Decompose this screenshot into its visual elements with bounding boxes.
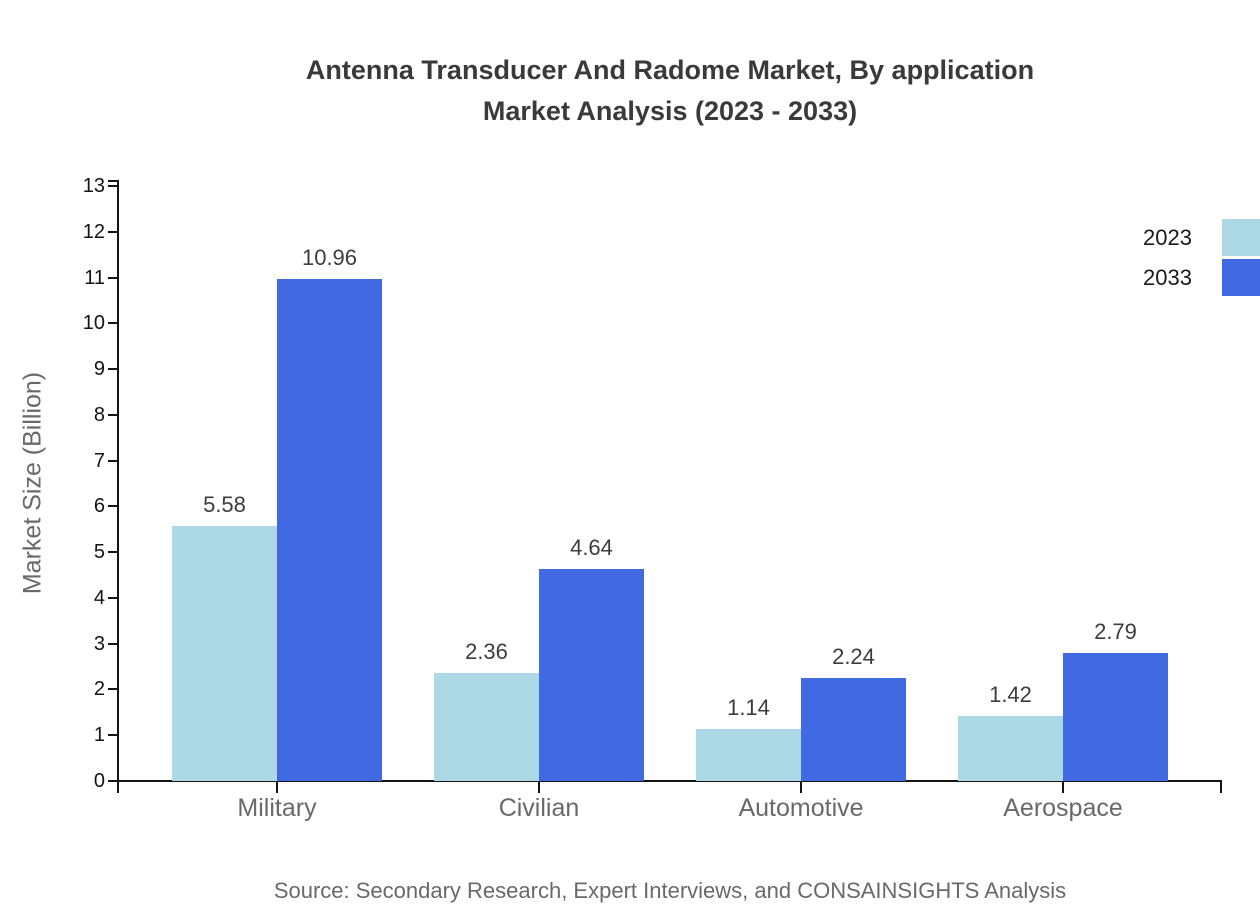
legend-item-2023: 2023 (1143, 219, 1260, 256)
y-tick-label: 3 (93, 632, 105, 655)
y-tick-label: 1 (93, 724, 105, 747)
bar-value-label: 1.14 (727, 695, 770, 720)
y-tick (108, 185, 118, 187)
chart-title-line1: Antenna Transducer And Radome Market, By… (305, 55, 1035, 85)
y-tick (108, 551, 118, 554)
bar-value-label: 10.96 (301, 245, 358, 270)
chart-title: Antenna Transducer And Radome Market, By… (80, 50, 1260, 132)
legend-label-2023: 2023 (1143, 224, 1192, 250)
y-tick-label: 7 (93, 449, 105, 472)
y-tick (108, 230, 118, 233)
chart-title-line2: Market Analysis (2023 - 2033) (482, 96, 858, 126)
y-tick-label: 0 (93, 770, 105, 792)
bar-2023-aerospace (958, 716, 1063, 781)
y-tick-label: 2 (93, 678, 105, 701)
y-tick-label: 11 (84, 266, 105, 289)
y-tick-label: 12 (82, 220, 105, 243)
bar-value-label: 1.42 (989, 682, 1032, 707)
legend-swatch-2033 (1222, 259, 1260, 296)
source-note: Source: Secondary Research, Expert Inter… (273, 878, 1067, 903)
bar-2023-civilian (434, 673, 539, 781)
x-category-label-military: Military (237, 794, 317, 822)
y-axis-label: Market Size (Billion) (18, 371, 47, 595)
y-tick (108, 688, 118, 691)
x-tick (538, 781, 540, 793)
y-tick-label: 6 (93, 495, 105, 518)
y-tick (108, 505, 118, 508)
legend-swatch-2023 (1222, 219, 1260, 256)
y-tick (108, 780, 118, 782)
y-tick-label: 4 (93, 586, 105, 609)
bar-value-label: 2.24 (832, 644, 875, 669)
y-tick (108, 734, 118, 737)
y-tick-label: 5 (93, 541, 105, 564)
y-tick (108, 596, 118, 599)
y-tick-label: 10 (82, 312, 105, 335)
x-category-label-automotive: Automotive (738, 794, 864, 822)
bar-2033-automotive (801, 678, 906, 781)
x-tick (1062, 781, 1064, 793)
bar-2023-military (172, 526, 277, 781)
bar-value-label: 4.64 (570, 535, 613, 560)
y-axis-line (117, 180, 119, 793)
y-tick (108, 413, 118, 416)
x-category-label-aerospace: Aerospace (1003, 794, 1123, 822)
x-axis-end-tick (1220, 781, 1222, 793)
y-tick-label: 13 (82, 175, 105, 197)
x-axis-line (117, 780, 1222, 782)
legend-item-2033: 2033 (1143, 259, 1260, 296)
bar-value-label: 2.36 (465, 639, 508, 664)
y-tick (108, 459, 118, 462)
y-tick-label: 9 (93, 358, 105, 381)
x-tick (276, 781, 278, 793)
y-tick-label: 8 (93, 403, 105, 426)
bar-value-label: 5.58 (203, 492, 246, 517)
y-axis-top-cap (108, 180, 118, 182)
legend: 2023 2033 (1143, 219, 1260, 299)
y-tick (108, 276, 118, 279)
x-category-label-civilian: Civilian (498, 794, 580, 822)
bar-2033-civilian (539, 569, 644, 781)
y-tick (108, 642, 118, 645)
legend-label-2033: 2033 (1143, 264, 1192, 290)
x-tick (800, 781, 802, 793)
y-tick (108, 322, 118, 325)
bar-2033-military (277, 279, 382, 781)
bar-2023-automotive (696, 729, 801, 781)
bar-2033-aerospace (1063, 653, 1168, 781)
y-tick (108, 368, 118, 371)
bar-value-label: 2.79 (1094, 619, 1137, 644)
